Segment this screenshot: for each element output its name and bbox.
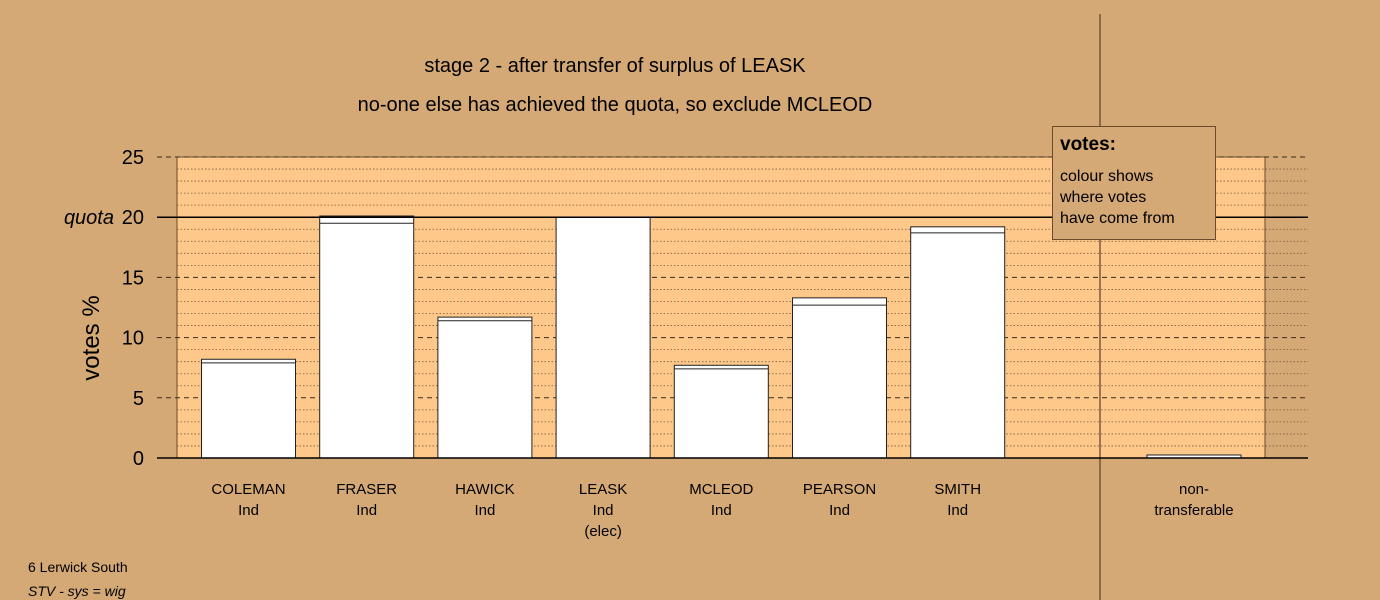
y-tick-label: 0 xyxy=(133,448,144,470)
footer-ward: 6 Lerwick South xyxy=(28,559,128,575)
y-tick-label: 20 xyxy=(122,207,144,229)
y-tick-label: 15 xyxy=(122,267,144,289)
y-tick-label: 10 xyxy=(122,328,144,350)
candidate-party: Ind xyxy=(474,502,495,519)
candidate-name: HAWICK xyxy=(455,481,514,498)
candidate-party: Ind xyxy=(593,502,614,519)
legend-title: votes: xyxy=(1060,134,1116,155)
footer-system: STV - sys = wig xyxy=(28,583,126,599)
candidate-party: Ind xyxy=(947,502,968,519)
candidate-name: FRASER xyxy=(336,481,397,498)
bar xyxy=(201,358,296,459)
quota-label: quota xyxy=(64,207,114,229)
chart-title: stage 2 - after transfer of surplus of L… xyxy=(424,55,806,77)
y-tick-label: 25 xyxy=(122,147,144,169)
candidate-note: (elec) xyxy=(584,523,622,540)
candidate-name: MCLEOD xyxy=(689,481,753,498)
legend-line: colour shows xyxy=(1060,168,1154,185)
bar xyxy=(673,364,769,459)
candidate-party: Ind xyxy=(238,502,259,519)
bar xyxy=(437,316,533,459)
y-tick-label: 5 xyxy=(133,388,144,410)
candidate-name: SMITH xyxy=(934,481,981,498)
candidate-party: Ind xyxy=(829,502,850,519)
nontransferable-label: transferable xyxy=(1154,502,1233,519)
legend-line: where votes xyxy=(1060,189,1147,206)
bar xyxy=(910,226,1006,459)
candidate-party: Ind xyxy=(711,502,732,519)
legend-line: have come from xyxy=(1060,210,1175,227)
candidate-name: LEASK xyxy=(579,481,627,498)
candidate-name: PEARSON xyxy=(803,481,876,498)
candidate-name: COLEMAN xyxy=(211,481,285,498)
bar xyxy=(555,216,651,459)
bar xyxy=(792,297,887,459)
legend: votes: colour shows where votes have com… xyxy=(1052,126,1216,240)
bar xyxy=(319,215,415,459)
y-axis-label: votes % xyxy=(78,295,105,380)
chart-subtitle: no-one else has achieved the quota, so e… xyxy=(358,94,873,116)
nontransferable-label: non- xyxy=(1179,481,1209,498)
candidate-party: Ind xyxy=(356,502,377,519)
